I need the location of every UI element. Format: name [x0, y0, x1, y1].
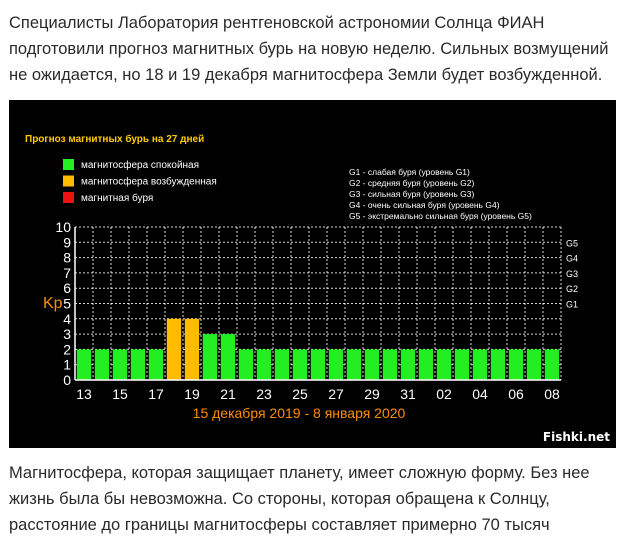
legend-label: магнитосфера возбужденная	[81, 176, 217, 188]
bar-18	[166, 318, 182, 380]
bar-23	[256, 349, 272, 380]
bar-27	[328, 349, 344, 380]
bar-22	[238, 349, 254, 380]
bar-30	[382, 349, 398, 380]
y-tick-label: 1	[63, 357, 71, 373]
storm-level-g5: G5	[566, 238, 578, 248]
legend-swatch	[63, 175, 74, 187]
y-tick-label: 10	[55, 219, 71, 235]
x-tick-label: 06	[508, 386, 524, 402]
y-tick-label: 2	[63, 341, 71, 357]
x-tick-label: 15	[112, 386, 128, 402]
storm-level-g1: G1	[566, 300, 578, 310]
y-tick-label: 4	[63, 311, 71, 327]
x-tick-label: 29	[364, 386, 380, 402]
y-tick-label: 5	[63, 296, 71, 312]
storm-level-g2: G2	[566, 284, 578, 294]
bar-14	[94, 349, 110, 380]
magnetic-storm-chart: Прогноз магнитных бурь на 27 дней магнит…	[25, 133, 578, 421]
legend-label: магнитосфера спокойная	[81, 159, 199, 171]
bar-24	[274, 349, 290, 380]
storm-level-g3: G3	[566, 269, 578, 279]
storm-legend-item: G5 - экстремально сильная буря (уровень …	[349, 211, 532, 221]
x-tick-label: 13	[76, 386, 92, 402]
bar-08	[544, 349, 560, 380]
outro-paragraph: Магнитосфера, которая защищает планету, …	[9, 464, 590, 534]
x-tick-label: 31	[400, 386, 416, 402]
x-tick-label: 17	[148, 386, 164, 402]
y-axis-label: Kp	[43, 295, 63, 312]
grid	[74, 226, 562, 381]
bar-13	[76, 349, 92, 380]
bar-19	[184, 318, 200, 380]
storm-legend-item: G4 - очень сильная буря (уровень G4)	[349, 200, 500, 210]
y-tick-label: 0	[63, 372, 71, 388]
bar-29	[364, 349, 380, 380]
bar-06	[508, 349, 524, 380]
legend-label: магнитная буря	[81, 192, 153, 204]
y-tick-label: 6	[63, 280, 71, 296]
bar-01	[418, 349, 434, 380]
storm-legend-item: G1 - слабая буря (уровень G1)	[349, 167, 470, 177]
bar-25	[292, 349, 308, 380]
bar-15	[112, 349, 128, 380]
bar-21	[220, 334, 236, 380]
bar-05	[490, 349, 506, 380]
watermark: Fishki.net	[542, 430, 610, 444]
bars	[76, 318, 560, 380]
bar-17	[148, 349, 164, 380]
x-tick-label: 04	[472, 386, 488, 402]
chart-title: Прогноз магнитных бурь на 27 дней	[25, 133, 204, 145]
x-tick-label: 25	[292, 386, 308, 402]
storm-legend-item: G2 - средняя буря (уровень G2)	[349, 178, 474, 188]
legend-swatch	[63, 159, 74, 170]
storm-level-legend: G1 - слабая буря (уровень G1)G2 - средня…	[349, 167, 532, 221]
bar-02	[436, 349, 452, 380]
x-tick-label: 02	[436, 386, 452, 402]
bar-31	[400, 349, 416, 380]
bar-16	[130, 349, 146, 380]
bar-07	[526, 349, 542, 380]
bar-03	[454, 349, 470, 380]
storm-legend-item: G3 - сильная буря (уровень G3)	[349, 189, 475, 199]
legend-swatch	[63, 192, 74, 203]
chart-panel: Прогноз магнитных бурь на 27 дней магнит…	[9, 100, 616, 448]
bar-26	[310, 349, 326, 380]
y-tick-label: 9	[63, 234, 71, 250]
x-tick-label: 19	[184, 386, 200, 402]
legend: магнитосфера спокойная магнитосфера возбу…	[63, 159, 217, 204]
y-tick-label: 3	[63, 326, 71, 342]
intro-paragraph: Специалисты Лаборатория рентгеновской ас…	[9, 14, 609, 84]
date-range-label: 15 декабря 2019 - 8 января 2020	[193, 405, 406, 421]
bar-20	[202, 334, 218, 380]
y-tick-label: 8	[63, 250, 71, 266]
x-tick-label: 27	[328, 386, 344, 402]
x-tick-label: 21	[220, 386, 236, 402]
bar-04	[472, 349, 488, 380]
x-tick-label: 23	[256, 386, 272, 402]
storm-level-g4: G4	[566, 254, 578, 264]
y-tick-label: 7	[63, 265, 71, 281]
x-tick-label: 08	[544, 386, 560, 402]
bar-28	[346, 349, 362, 380]
